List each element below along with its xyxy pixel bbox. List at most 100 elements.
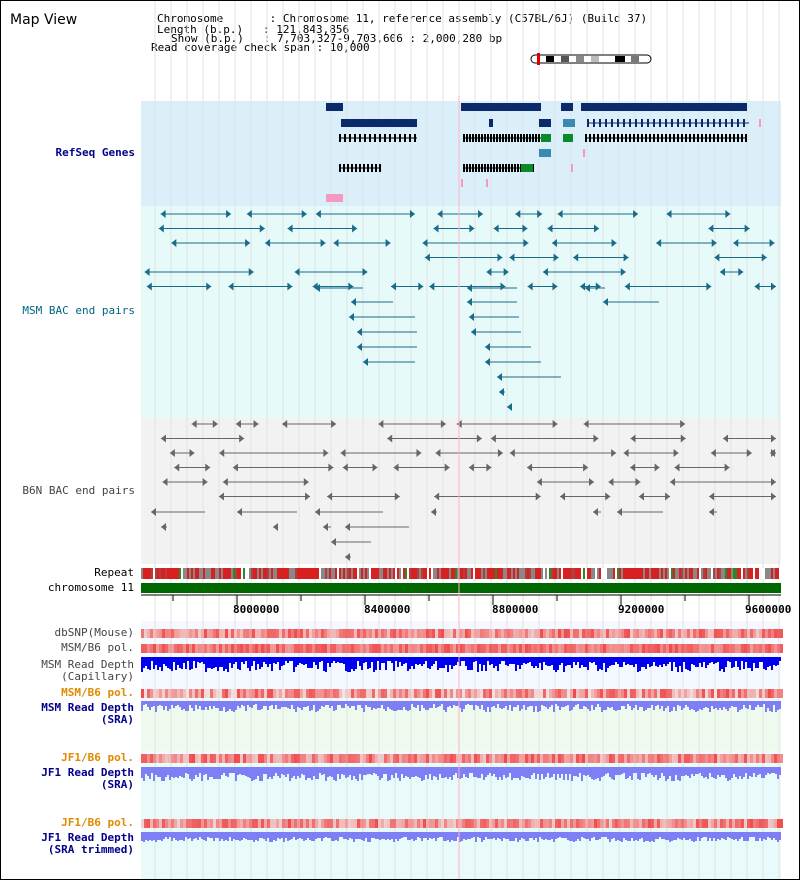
polymorphism-cell [642, 819, 645, 828]
depth-bar [681, 832, 683, 840]
bac-end [202, 478, 208, 486]
polymorphism-cell [294, 819, 297, 828]
depth-bar [599, 832, 601, 839]
depth-bar [361, 767, 363, 780]
repeat-segment [293, 568, 295, 579]
depth-bar [365, 701, 367, 705]
depth-bar [661, 657, 663, 667]
polymorphism-cell [354, 644, 357, 653]
repeat-segment [763, 568, 765, 579]
depth-bar [713, 657, 715, 664]
depth-bar [575, 657, 577, 665]
track-label-jf1-b6-pol-2[interactable]: JF1/B6 pol. [61, 816, 134, 829]
polymorphism-cell [333, 629, 336, 638]
polymorphism-cell [153, 689, 156, 698]
depth-bar [593, 657, 595, 662]
depth-bar [165, 657, 167, 666]
depth-bar [645, 701, 647, 710]
polymorphism-cell [273, 754, 276, 763]
track-label-jf1-depth-trim-1[interactable]: JF1 Read Depth [41, 831, 134, 844]
polymorphism-cell [645, 754, 648, 763]
depth-bar [145, 767, 147, 774]
track-label-msm-depth-sra-1[interactable]: MSM Read Depth [41, 701, 134, 714]
polymorphism-cell [165, 629, 168, 638]
polymorphism-cell [705, 689, 708, 698]
depth-bar [639, 832, 641, 839]
depth-bar [275, 832, 277, 841]
depth-bar [191, 657, 193, 669]
polymorphism-cell [372, 689, 375, 698]
polymorphism-cell [288, 754, 291, 763]
polymorphism-cell [477, 644, 480, 653]
depth-bar [689, 701, 691, 710]
depth-bar [477, 701, 479, 706]
polymorphism-cell [540, 819, 543, 828]
polymorphism-cell [417, 819, 420, 828]
polymorphism-cell [369, 644, 372, 653]
depth-bar [445, 657, 447, 665]
polymorphism-cell [471, 754, 474, 763]
polymorphism-cell [237, 819, 240, 828]
track-label-jf1-depth-1[interactable]: JF1 Read Depth [41, 766, 134, 779]
polymorphism-cell [681, 754, 684, 763]
depth-bar [371, 701, 373, 710]
polymorphism-cell [603, 644, 606, 653]
depth-bar [375, 767, 377, 774]
depth-bar [249, 832, 251, 840]
bac-end [535, 492, 541, 501]
polymorphism-cell [648, 644, 651, 653]
gene-block [326, 103, 343, 111]
depth-bar [507, 832, 509, 839]
depth-bar [699, 832, 701, 841]
depth-bar [167, 832, 169, 839]
repeat-segment [717, 568, 719, 579]
track-label-msm-b6-pol-2[interactable]: MSM/B6 pol. [61, 686, 134, 699]
depth-bar [465, 657, 467, 666]
polymorphism-cell [429, 754, 432, 763]
repeat-segment [391, 568, 393, 579]
depth-bar [585, 657, 587, 667]
polymorphism-cell [267, 819, 270, 828]
bac-end [191, 420, 197, 428]
polymorphism-cell [366, 819, 369, 828]
polymorphism-cell [672, 819, 675, 828]
depth-bar [195, 701, 197, 705]
polymorphism-cell [186, 644, 189, 653]
repeat-segment [381, 568, 383, 579]
depth-bar [295, 767, 297, 779]
track-label-dbsnp[interactable]: dbSNP(Mouse) [54, 626, 134, 639]
depth-bar [623, 767, 625, 773]
depth-bar [201, 657, 203, 662]
track-label-b6n-bac[interactable]: B6N BAC end pairs [22, 484, 135, 497]
polymorphism-cell [204, 754, 207, 763]
polymorphism-cell [333, 644, 336, 653]
polymorphism-cell [594, 629, 597, 638]
track-label-repeat[interactable]: Repeat [94, 566, 134, 579]
polymorphism-cell [780, 689, 783, 698]
track-label-jf1-b6-pol[interactable]: JF1/B6 pol. [61, 751, 134, 764]
depth-bar [701, 832, 703, 838]
track-label-chromosome[interactable]: chromosome 11 [47, 581, 134, 594]
polymorphism-cell [303, 644, 306, 653]
track-label-msm-b6-pol[interactable]: MSM/B6 pol. [61, 641, 134, 654]
track-label-msm-bac[interactable]: MSM BAC end pairs [22, 304, 135, 317]
bac-end [444, 463, 450, 472]
polymorphism-cell [474, 644, 477, 653]
track-label-refseq[interactable]: RefSeq Genes [55, 146, 135, 159]
polymorphism-cell [243, 819, 246, 828]
repeat-segment [487, 568, 489, 579]
gene-block [563, 134, 573, 142]
depth-bar [171, 832, 173, 841]
polymorphism-cell [498, 689, 501, 698]
track-label-msm-depth-cap-1[interactable]: MSM Read Depth [41, 658, 134, 671]
repeat-segment [335, 568, 337, 579]
polymorphism-cell [726, 819, 729, 828]
polymorphism-cell [516, 644, 519, 653]
depth-bar [341, 701, 343, 708]
ideogram-band [591, 56, 599, 62]
bac-end [409, 210, 415, 218]
polymorphism-cell [234, 644, 237, 653]
depth-bar [571, 657, 573, 668]
depth-bar [509, 832, 511, 841]
